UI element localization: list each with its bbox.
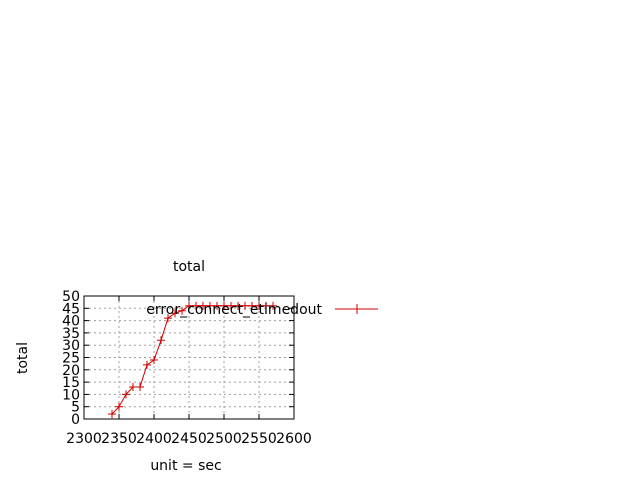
data-point [220,301,228,310]
data-point [255,301,263,310]
x-tick-label: 2350 [101,431,137,447]
data-point [262,301,270,310]
data-point [185,301,193,310]
data-point [248,301,256,310]
legend: error_connect_etimedout [146,302,378,318]
y-tick-label: 50 [62,289,80,305]
data-point [157,336,165,345]
data-point [269,301,277,310]
y-tick-label: 30 [62,338,80,354]
y-tick-label: 45 [62,301,80,317]
data-point [171,309,179,318]
x-tick-label: 2400 [136,431,172,447]
y-tick-label: 25 [62,351,80,367]
data-point [129,383,137,392]
data-point [192,301,200,310]
data-point [234,301,242,310]
x-tick-label: 2500 [206,431,242,447]
data-point [213,301,221,310]
x-axis: 2300 2350 2400 2450 2500 2550 2600 [66,296,312,447]
y-tick-label: 40 [62,314,80,330]
y-tick-label: 20 [62,363,80,379]
y-tick-label: 15 [62,375,80,391]
y-tick-label: 35 [62,326,80,342]
x-tick-label: 2550 [241,431,277,447]
data-point [122,390,130,399]
data-point [143,360,151,369]
data-point [227,301,235,310]
series-line [111,305,273,415]
legend-marker [352,304,362,314]
data-point [241,301,249,310]
data-point [178,306,186,315]
data-point [136,383,144,392]
data-point [164,314,172,323]
series-layer [108,301,277,419]
data-point [206,301,214,310]
x-axis-label: unit = sec [150,458,221,474]
x-tick-label: 2600 [276,431,312,447]
x-tick-label: 2300 [66,431,102,447]
y-tick-label: 5 [71,400,80,416]
data-point [108,410,116,419]
chart-title: total [173,259,205,275]
y-tick-label: 0 [71,412,80,428]
legend-label: error_connect_etimedout [146,302,322,318]
y-axis-label: total [15,342,31,374]
data-point [150,355,158,364]
y-tick-label: 10 [62,387,80,403]
x-tick-label: 2450 [171,431,207,447]
data-point [115,402,123,411]
data-point [199,301,207,310]
